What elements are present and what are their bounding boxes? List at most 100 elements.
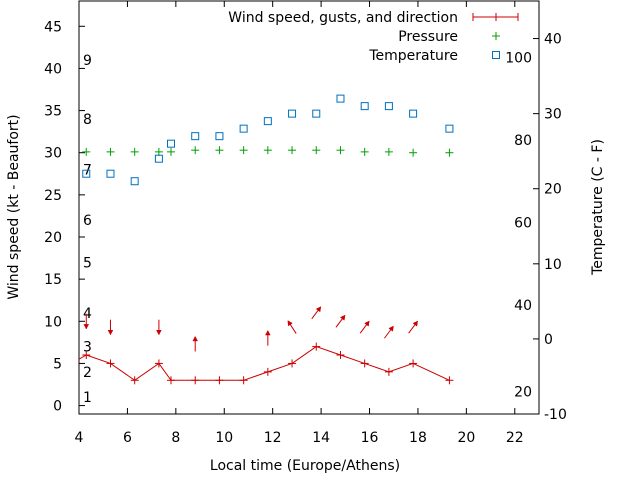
legend: Wind speed, gusts, and direction Pressure… (228, 10, 519, 64)
temperature-point (409, 109, 418, 118)
wind-speed-point (106, 359, 115, 368)
wind-direction-arrow (287, 320, 297, 334)
pressure-point (288, 146, 297, 155)
temperature-point (445, 124, 454, 133)
y-right-tick-label: -10 (544, 407, 567, 423)
y-right-tick-label: 0 (544, 332, 553, 348)
y-right-tick-label: 10 (544, 257, 562, 273)
series-pressure (82, 146, 454, 157)
wind-direction-arrow (156, 319, 162, 336)
pressure-point (167, 147, 175, 156)
pressure-point (336, 146, 345, 155)
temperature-point (130, 177, 139, 186)
arrow-head (287, 320, 293, 327)
temperature-point (360, 102, 369, 111)
axis-ticks (78, 1, 539, 415)
arrow-head (107, 330, 114, 336)
y-left-tick-label: 40 (44, 61, 62, 77)
y-left-tick-label: 15 (44, 272, 62, 288)
y-right-tick-label: 20 (544, 182, 562, 198)
wind-direction-arrow (335, 314, 346, 328)
pressure-point (360, 147, 369, 156)
wind-direction-arrow (311, 306, 322, 320)
y-right-tick-label: 30 (544, 107, 562, 123)
series-layer (78, 94, 454, 385)
legend-entry: Temperature (368, 48, 500, 64)
wind-direction-arrow (408, 320, 419, 334)
y-left-tick-label: 25 (44, 188, 62, 204)
arrow-head (388, 325, 394, 332)
pressure-point (106, 147, 115, 156)
wind-speed-point (239, 376, 248, 385)
temperature-point (288, 109, 297, 118)
temperature-point (82, 169, 91, 178)
temperature-point (106, 169, 115, 178)
legend-label: Pressure (398, 29, 458, 45)
arrow-head (192, 336, 199, 342)
legend-label: Wind speed, gusts, and direction (228, 10, 458, 26)
wind-speed-point (263, 367, 272, 376)
beaufort-label: 6 (83, 213, 92, 229)
wind-direction-arrow (383, 325, 394, 339)
pressure-point (312, 146, 321, 155)
series-temperature (82, 94, 454, 186)
beaufort-label: 1 (83, 390, 92, 406)
temperature-point (312, 109, 321, 118)
temperature-point (215, 132, 224, 141)
wind-direction-arrow (192, 336, 199, 352)
x-tick-label: 18 (409, 430, 427, 446)
wind-speed-point (130, 376, 139, 385)
y-left-tick-label: 30 (44, 146, 62, 162)
x-tick-label: 20 (457, 430, 475, 446)
temperature-point (154, 154, 163, 163)
x-tick-label: 22 (506, 430, 524, 446)
fahrenheit-label: 60 (514, 216, 532, 232)
plot-frame (78, 0, 540, 415)
beaufort-label: 4 (83, 306, 92, 322)
arrow-head (156, 330, 162, 336)
beaufort-label: 5 (83, 255, 92, 271)
pressure-point (445, 148, 454, 157)
y-right-tick-label: 40 (544, 32, 562, 48)
pressure-point (191, 146, 200, 155)
wind-speed-point (360, 359, 369, 368)
y-axis-label-left: Wind speed (kt - Beaufort) (6, 114, 22, 299)
arrow-head (265, 330, 271, 336)
beaufort-label: 2 (83, 365, 92, 381)
wind-speed-line (86, 346, 450, 381)
y-left-tick-label: 5 (53, 356, 62, 372)
temperature-point (384, 102, 393, 111)
temperature-point (336, 94, 345, 103)
wind-speed-point (288, 359, 297, 368)
wind-speed-point (445, 376, 454, 385)
pressure-point (154, 147, 163, 156)
wind-speed-point (409, 359, 418, 368)
y-left-tick-label: 0 (53, 399, 62, 415)
arrow-head (364, 320, 370, 327)
y-left-tick-label: 20 (44, 230, 62, 246)
series-wind-speed-gusts-and-direction (78, 306, 454, 385)
tick-labels: 4 6 8 10 12 14 16 18 20 22051015202530354045-1001… (44, 19, 567, 446)
arrow-head (412, 320, 418, 327)
wind-speed-point (191, 376, 200, 385)
pressure-point (130, 147, 139, 156)
x-tick-label: 16 (361, 430, 379, 446)
wind-direction-arrow (107, 319, 114, 336)
y-left-tick-label: 45 (44, 19, 62, 35)
arrow-head (315, 306, 322, 313)
wind-speed-point (154, 359, 163, 368)
y-left-tick-label: 35 (44, 104, 62, 120)
legend-label: Temperature (368, 48, 458, 64)
wind-speed-point (384, 367, 393, 376)
fahrenheit-label: 40 (514, 298, 532, 314)
legend-marker (492, 32, 500, 40)
wind-speed-point (167, 376, 175, 385)
x-tick-label: 14 (312, 430, 330, 446)
pressure-point (384, 147, 393, 156)
pressure-point (215, 146, 224, 155)
wind-direction-arrow (359, 320, 370, 334)
temperature-point (239, 124, 248, 133)
temperature-point (191, 132, 200, 141)
wind-direction-arrow (83, 313, 90, 330)
x-axis-label: Local time (Europe/Athens) (210, 458, 400, 474)
